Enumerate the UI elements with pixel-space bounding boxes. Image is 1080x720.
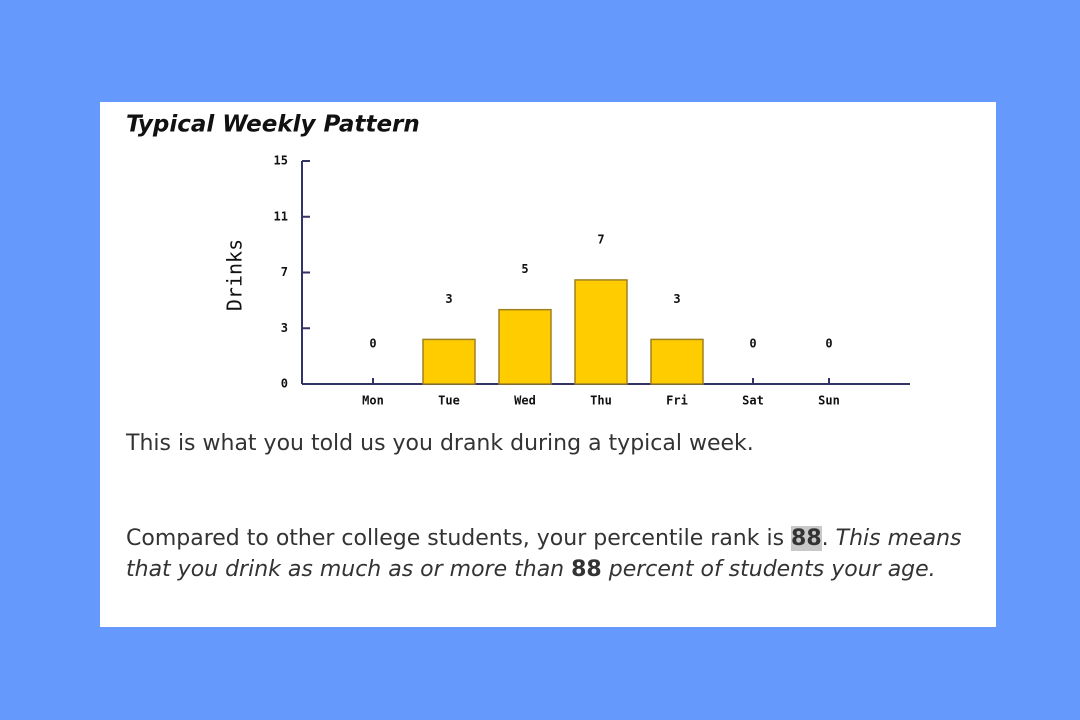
period: . bbox=[821, 526, 829, 551]
value-label: 3 bbox=[445, 292, 452, 306]
value-label: 0 bbox=[749, 337, 756, 351]
value-label: 7 bbox=[597, 232, 604, 246]
bar bbox=[422, 338, 476, 385]
value-label: 3 bbox=[673, 292, 680, 306]
y-tick-label: 0 bbox=[281, 377, 288, 391]
x-tick-label: Mon bbox=[362, 394, 384, 408]
value-label: 0 bbox=[369, 337, 376, 351]
y-tick-label: 7 bbox=[281, 265, 288, 279]
x-tick-label: Sun bbox=[818, 394, 840, 408]
rank-paragraph: Compared to other college students, your… bbox=[126, 523, 986, 585]
y-tick-label: 3 bbox=[281, 321, 288, 335]
meaning-rank: 88 bbox=[571, 557, 602, 582]
bar bbox=[574, 279, 628, 385]
y-tick-label: 15 bbox=[274, 154, 288, 168]
x-tick-label: Fri bbox=[666, 394, 688, 408]
meaning-start: This means that you drink as much as or … bbox=[126, 526, 962, 582]
rank: 88 bbox=[791, 526, 822, 551]
x-tick-label: Thu bbox=[590, 394, 612, 408]
y-axis-label: Drinks bbox=[223, 239, 247, 311]
meaning-end: percent of students your age. bbox=[608, 557, 936, 582]
x-tick-label: Sat bbox=[742, 394, 764, 408]
x-tick-label: Tue bbox=[438, 394, 460, 408]
chart-title: Typical Weekly Pattern bbox=[126, 112, 420, 138]
rank-intro: Compared to other college students, your… bbox=[126, 526, 785, 551]
summary: This is what you told us you drank durin… bbox=[126, 431, 754, 456]
bar bbox=[650, 338, 704, 385]
y-tick-label: 11 bbox=[274, 209, 288, 223]
bar bbox=[498, 308, 552, 385]
value-label: 5 bbox=[521, 262, 528, 276]
x-tick-label: Wed bbox=[514, 394, 536, 408]
value-label: 0 bbox=[825, 337, 832, 351]
